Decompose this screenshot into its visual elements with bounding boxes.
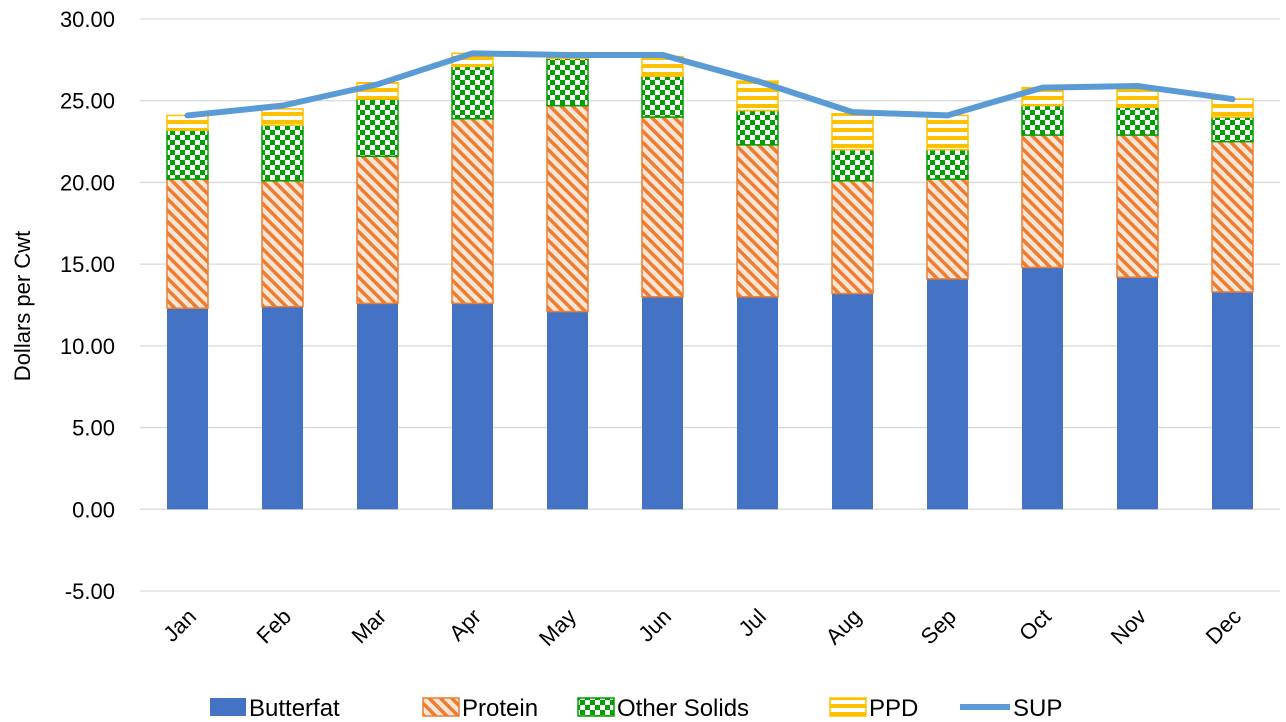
bar-segment-other-solids xyxy=(832,150,873,181)
y-tick-label: 30.00 xyxy=(60,7,115,32)
bar-segment-protein xyxy=(1212,142,1253,292)
y-axis-ticks: 30.00 25.00 20.00 15.00 10.00 5.00 0.00 -5.00 xyxy=(60,7,115,604)
x-tick-label: Oct xyxy=(1014,604,1056,646)
gridlines xyxy=(140,19,1280,591)
x-tick-label: Aug xyxy=(821,604,866,649)
y-tick-label: 20.00 xyxy=(60,170,115,195)
x-tick-label: Jul xyxy=(733,604,771,642)
bar-segment-protein xyxy=(452,119,493,304)
y-tick-label: 25.00 xyxy=(60,89,115,114)
bar-segment-butterfat xyxy=(452,303,493,509)
bar-segment-protein xyxy=(1022,135,1063,267)
bar-segment-other-solids xyxy=(547,58,588,105)
x-axis-ticks: Jan Feb Mar Apr May Jun Jul Aug Sep Oct Nov Dec xyxy=(158,604,1246,651)
legend-label: SUP xyxy=(1013,695,1062,722)
bar-segment-butterfat xyxy=(262,307,303,510)
bar-segment-butterfat xyxy=(1022,267,1063,509)
legend-swatch-other-solids xyxy=(578,698,614,716)
legend-label: Butterfat xyxy=(249,695,340,722)
bar-segment-other-solids xyxy=(357,99,398,156)
bar-segment-other-solids xyxy=(927,150,968,179)
bar-segment-butterfat xyxy=(167,308,208,509)
bar-segment-other-solids xyxy=(1022,106,1063,135)
bar-segment-protein xyxy=(167,179,208,308)
bar-segment-ppd xyxy=(927,115,968,149)
bar-segment-ppd xyxy=(832,114,873,150)
bar-segment-other-solids xyxy=(1117,107,1158,135)
y-tick-label: 15.00 xyxy=(60,252,115,277)
bar-segment-butterfat xyxy=(927,279,968,509)
bar-segment-butterfat xyxy=(737,297,778,509)
bar-segment-protein xyxy=(1117,135,1158,277)
bar-segment-other-solids xyxy=(262,125,303,181)
x-tick-label: Jun xyxy=(633,604,676,647)
bar-segment-butterfat xyxy=(357,303,398,509)
legend-label: Other Solids xyxy=(617,695,749,722)
x-tick-label: Dec xyxy=(1201,604,1246,649)
bar-segment-protein xyxy=(832,181,873,294)
bar-segment-other-solids xyxy=(167,130,208,179)
bar-segment-protein xyxy=(737,145,778,297)
bar-segment-other-solids xyxy=(452,66,493,118)
bar-segment-other-solids xyxy=(737,111,778,145)
bars xyxy=(167,53,1253,509)
bar-segment-other-solids xyxy=(1212,117,1253,142)
legend-label: PPD xyxy=(869,695,918,722)
x-tick-label: Feb xyxy=(252,604,296,648)
bar-segment-other-solids xyxy=(642,76,683,117)
legend-swatch-protein xyxy=(423,698,459,716)
bar-segment-protein xyxy=(357,156,398,303)
legend-label: Protein xyxy=(462,695,538,722)
x-tick-label: Mar xyxy=(347,604,391,648)
x-tick-label: Apr xyxy=(444,604,486,646)
bar-segment-protein xyxy=(927,179,968,279)
bar-segment-protein xyxy=(262,181,303,307)
x-tick-label: Nov xyxy=(1106,604,1151,649)
bar-segment-butterfat xyxy=(832,294,873,510)
bar-segment-protein xyxy=(642,117,683,297)
x-tick-label: May xyxy=(534,604,581,651)
bar-segment-butterfat xyxy=(547,312,588,510)
bar-segment-butterfat xyxy=(1117,277,1158,509)
y-axis-title: Dollars per Cwt xyxy=(10,231,35,381)
y-tick-label: 5.00 xyxy=(72,416,115,441)
x-tick-label: Jan xyxy=(158,604,201,647)
y-tick-label: 0.00 xyxy=(72,497,115,522)
bar-segment-ppd xyxy=(1117,89,1158,107)
sup-line-layer xyxy=(188,53,1233,115)
legend-swatch-butterfat xyxy=(210,698,246,716)
legend-swatch-ppd xyxy=(830,698,866,716)
sup-line xyxy=(188,53,1233,115)
legend: Butterfat Protein Other Solids PPD SUP xyxy=(210,695,1062,722)
bar-segment-ppd xyxy=(262,109,303,125)
x-tick-label: Sep xyxy=(916,604,961,649)
y-tick-label: -5.00 xyxy=(65,579,115,604)
bar-segment-butterfat xyxy=(642,297,683,509)
y-tick-label: 10.00 xyxy=(60,334,115,359)
bar-segment-protein xyxy=(547,106,588,312)
bar-segment-butterfat xyxy=(1212,292,1253,509)
